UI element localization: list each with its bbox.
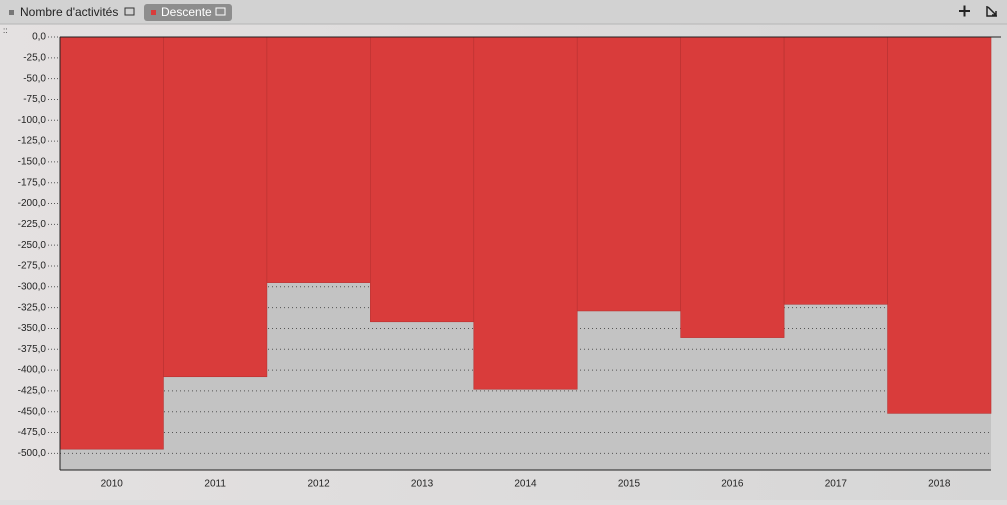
x-tick-label: 2010 [101,479,124,490]
handle: :: [3,26,7,35]
y-tick-label: -75,0 [23,94,46,105]
tab-dot [151,10,156,15]
bar [680,36,785,338]
y-tick-label: -275,0 [18,261,47,272]
tab-selected-bg[interactable] [144,4,232,21]
tab-icon [215,7,226,16]
y-tick-label: -200,0 [18,198,47,209]
toolbar: Nombre d'activités Descente [0,0,1007,25]
y-tick-label: -225,0 [18,219,47,230]
y-tick-label: -325,0 [18,302,47,313]
y-tick-label: -350,0 [18,323,47,334]
y-tick-label: -475,0 [18,427,47,438]
add-button[interactable] [959,5,970,17]
tab-dot [9,10,14,15]
x-tick-label: 2017 [825,479,848,490]
y-tick-label: -425,0 [18,386,47,397]
bar [473,36,578,390]
bar [887,36,992,414]
y-tick-label: -50,0 [23,73,46,84]
y-tick-label: -100,0 [18,115,47,126]
y-tick-label: -150,0 [18,157,47,168]
plot: 0,0 -25,0 -50,0 -75,0 -100,0 -125,0 -150,0 -175… [18,32,1001,490]
x-tick-label: 2013 [411,479,434,490]
y-tick-label: -25,0 [23,52,46,63]
bar [783,36,888,305]
bar [163,36,268,378]
bar [266,36,371,283]
tab-icon [124,7,135,16]
x-tick-label: 2014 [514,479,537,490]
y-tick-label: -300,0 [18,281,47,292]
x-tick-label: 2018 [928,479,951,490]
bar [576,36,681,312]
bar [59,36,164,450]
y-tick-label: -125,0 [18,136,47,147]
y-tick-label: -450,0 [18,406,47,417]
tab[interactable]: Descente [161,5,212,19]
y-tick-label: -175,0 [18,177,47,188]
x-tick-label: 2015 [618,479,641,490]
y-tick-label: -500,0 [18,448,47,459]
y-tick-label: 0,0 [32,32,46,43]
y-tick-label: -375,0 [18,344,47,355]
collapse-button[interactable] [986,6,997,17]
x-tick-label: 2016 [721,479,744,490]
y-tick-label: -250,0 [18,240,47,251]
x-tick-label: 2012 [307,479,330,490]
y-tick-label: -400,0 [18,365,47,376]
x-tick-label: 2011 [204,479,226,490]
tab[interactable]: Nombre d'activités [20,5,118,19]
bar [370,36,475,323]
